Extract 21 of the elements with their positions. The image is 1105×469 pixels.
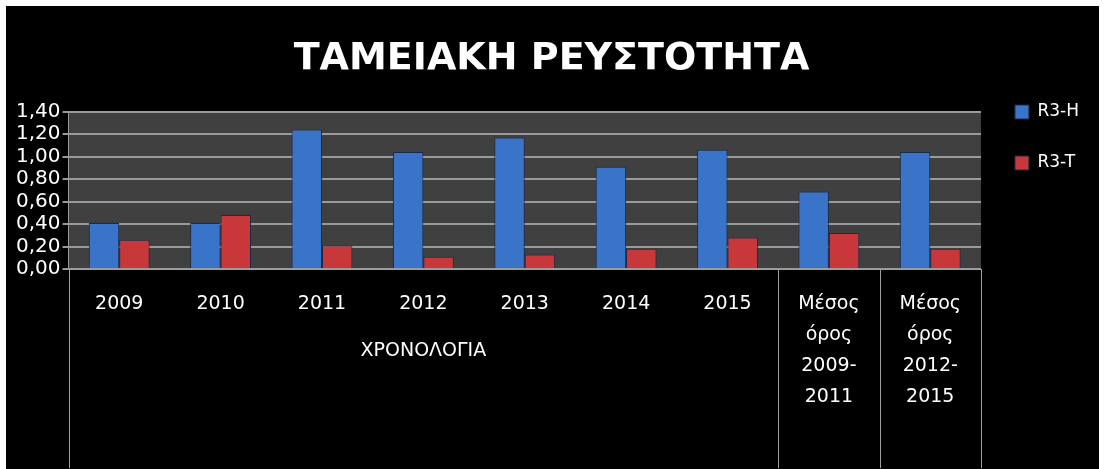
y-tick-label: 0,20 <box>16 232 61 257</box>
y-tick-label: 0,00 <box>16 255 61 280</box>
x-tick-label: 2012 <box>399 290 448 313</box>
x-tick-label: 2014 <box>601 290 651 313</box>
y-tick-label: 0,60 <box>16 187 61 212</box>
x-tick-label: 2015 <box>703 290 752 313</box>
chart-title: ΤΑΜΕΙΑΚΗ ΡΕΥΣΤΟΤΗΤΑ <box>293 33 810 78</box>
legend-label: R3-T <box>1037 151 1076 172</box>
x-tick-label: Μέσος όρος 2009-2011 <box>798 290 860 406</box>
y-tick-label: 0,80 <box>16 165 61 190</box>
legend-label: R3-H <box>1037 100 1079 121</box>
x-axis-title: ΧΡΟΝΟΛΟΓΙΑ <box>360 337 487 360</box>
y-tick-label: 1,20 <box>16 120 61 145</box>
y-tick-label: 1,40 <box>16 97 61 122</box>
x-tick-label: 2009 <box>95 290 144 313</box>
x-tick-label: 2011 <box>297 290 347 313</box>
y-tick-label: 0,40 <box>16 210 61 235</box>
x-tick-label: 2010 <box>196 290 245 313</box>
y-tick-label: 1,00 <box>16 142 61 167</box>
x-tick-label: 2013 <box>500 290 549 313</box>
x-tick-label: Μέσος όρος 2012-2015 <box>899 290 962 406</box>
